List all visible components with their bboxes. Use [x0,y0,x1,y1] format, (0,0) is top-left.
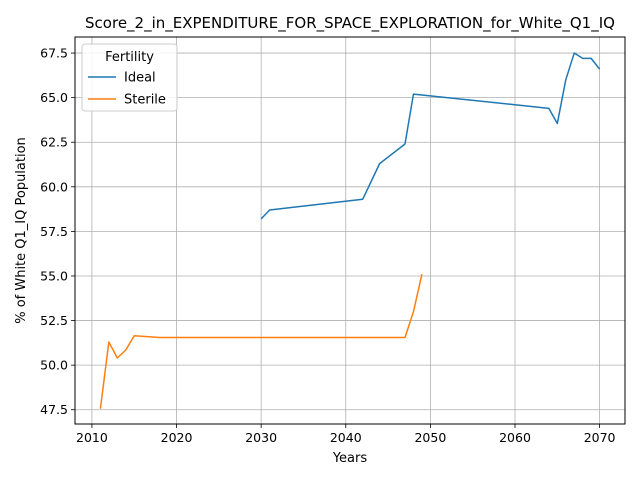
legend-title: Fertility [105,50,154,65]
y-tick-label: 67.5 [40,46,68,61]
y-tick-label: 55.0 [40,268,68,283]
legend-label-sterile: Sterile [124,93,166,108]
y-tick-label: 50.0 [40,358,68,373]
y-tick-label: 60.0 [40,179,68,194]
y-axis: 47.5 50.0 52.5 55.0 57.5 60.0 62.5 65.0 67.5 [40,46,75,417]
grid-lines [75,37,625,424]
x-tick-label: 2060 [499,430,531,445]
y-axis-label: % of White Q1_IQ Population [14,137,29,324]
x-tick-label: 2030 [245,430,277,445]
y-tick-label: 62.5 [40,135,68,150]
legend-box [81,43,178,112]
y-tick-label: 57.5 [40,224,68,239]
series-line-ideal [260,52,601,220]
chart-title: Score_2_in_EXPENDITURE_FOR_SPACE_EXPLORA… [85,14,615,33]
x-tick-label: 2050 [414,430,446,445]
x-tick-label: 2010 [76,430,108,445]
x-axis: 2010 2020 2030 2040 2050 2060 2070 [76,424,616,445]
x-axis-label: Years [332,451,368,466]
legend: Fertility Ideal Sterile [81,43,178,112]
x-tick-label: 2020 [161,430,193,445]
x-tick-label: 2070 [584,430,616,445]
series-lines [99,52,601,409]
series-line-sterile [99,274,423,409]
y-tick-label: 52.5 [40,313,68,328]
y-tick-label: 47.5 [40,402,68,417]
x-tick-label: 2040 [330,430,362,445]
legend-label-ideal: Ideal [124,71,156,86]
y-tick-label: 65.0 [40,90,68,105]
plot-frame [74,36,626,425]
